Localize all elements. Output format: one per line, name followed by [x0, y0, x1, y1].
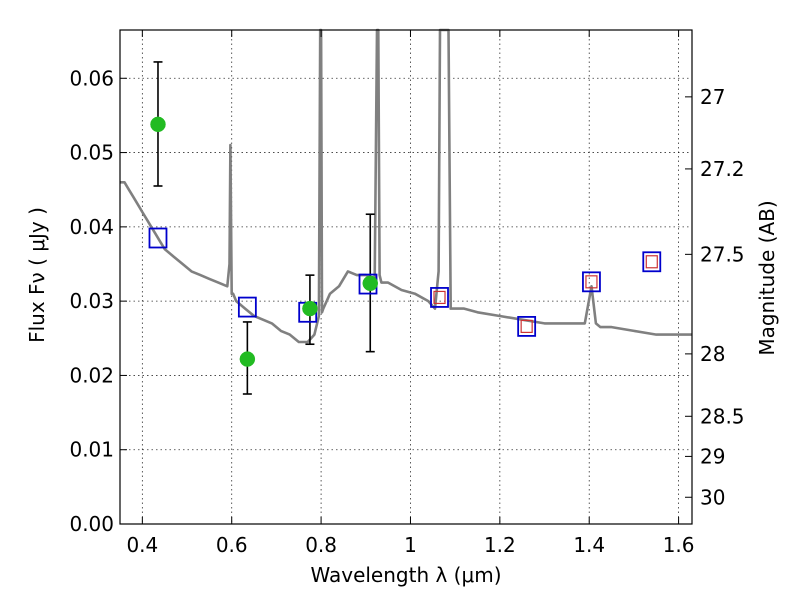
observed-photometry-point	[239, 351, 256, 367]
model-photometry-square	[642, 251, 662, 273]
right-tick-label: 28.5	[700, 404, 745, 428]
error-bars	[153, 61, 375, 395]
y-tick-label: 0.05	[69, 141, 114, 165]
y-tick-label: 0.04	[69, 215, 114, 239]
model-spectrum	[120, 28, 692, 344]
upper-photometry-square	[520, 319, 533, 333]
x-tick-label: 1.2	[484, 533, 516, 557]
y-tick-label: 0.02	[69, 363, 114, 387]
right-tick-label: 30	[700, 485, 725, 509]
x-tick-label: 1.6	[663, 533, 695, 557]
axis-ticks: 0.4 0.6 0.8 1 1.2 1.4 1.6 0.00 0.01 0.02 0.03 0.04 0…	[69, 30, 745, 557]
y-axis-label: Flux Fν ( μJy )	[25, 207, 49, 343]
model-photometry-square	[517, 315, 537, 337]
x-tick-label: 0.8	[305, 533, 337, 557]
data-markers	[148, 116, 662, 367]
x-axis-label: Wavelength λ (μm)	[310, 563, 501, 587]
right-tick-label: 27.2	[700, 157, 745, 181]
model-photometry-square	[237, 296, 257, 318]
y-tick-label: 0.01	[69, 438, 114, 462]
right-tick-label: 28	[700, 342, 725, 366]
model-photometry-square	[148, 227, 168, 249]
upper-photometry-square	[645, 255, 658, 269]
x-tick-label: 1	[404, 533, 417, 557]
x-tick-label: 0.6	[216, 533, 248, 557]
y-tick-label: 0.06	[69, 66, 114, 90]
upper-photometry-square	[585, 275, 598, 289]
right-tick-label: 27	[700, 85, 725, 109]
right-tick-label: 29	[700, 444, 725, 468]
upper-photometry-square	[433, 290, 446, 305]
x-tick-label: 1.4	[573, 533, 605, 557]
y-tick-label: 0.00	[69, 512, 114, 536]
y-tick-label: 0.03	[69, 289, 114, 313]
x-tick-label: 0.4	[126, 533, 158, 557]
y-right-axis-label: Magnitude (AB)	[755, 200, 779, 355]
plot-frame	[119, 29, 693, 525]
right-tick-label: 27.5	[700, 242, 745, 266]
model-photometry-square	[430, 287, 449, 308]
observed-photometry-point	[362, 275, 378, 292]
spectrum-line	[120, 28, 692, 344]
model-photometry-square	[582, 271, 601, 293]
observed-photometry-point	[302, 300, 318, 317]
observed-photometry-point	[150, 116, 166, 133]
